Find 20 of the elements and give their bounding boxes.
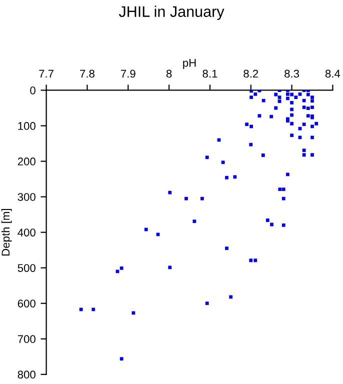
y-tick-label: 700: [18, 335, 36, 344]
y-tick-label: 0: [30, 86, 36, 94]
x-tick-label: 8.3: [284, 70, 300, 78]
y-tick-label: 800: [18, 370, 36, 379]
y-tick-label: 200: [18, 158, 36, 166]
y-tick-label: 400: [18, 228, 36, 236]
y-tick-label: 300: [18, 193, 36, 201]
x-axis-title: pH: [183, 59, 196, 69]
y-tick-label: 500: [18, 264, 36, 272]
x-tick-label: 8.4: [325, 70, 340, 78]
x-tick-label: 7.8: [80, 70, 94, 78]
y-tick-label: 100: [18, 122, 36, 130]
y-tick-label: 600: [18, 300, 36, 308]
x-tick-label: 7.7: [39, 70, 54, 78]
x-tick-label: 7.9: [120, 70, 136, 78]
x-tick-label: 8.2: [244, 70, 258, 78]
chart-title: JHIL in January: [118, 6, 224, 20]
x-tick-label: 8.1: [202, 70, 218, 78]
y-axis-title: Depth [m]: [1, 209, 12, 256]
x-tick-label: 8: [166, 70, 172, 78]
